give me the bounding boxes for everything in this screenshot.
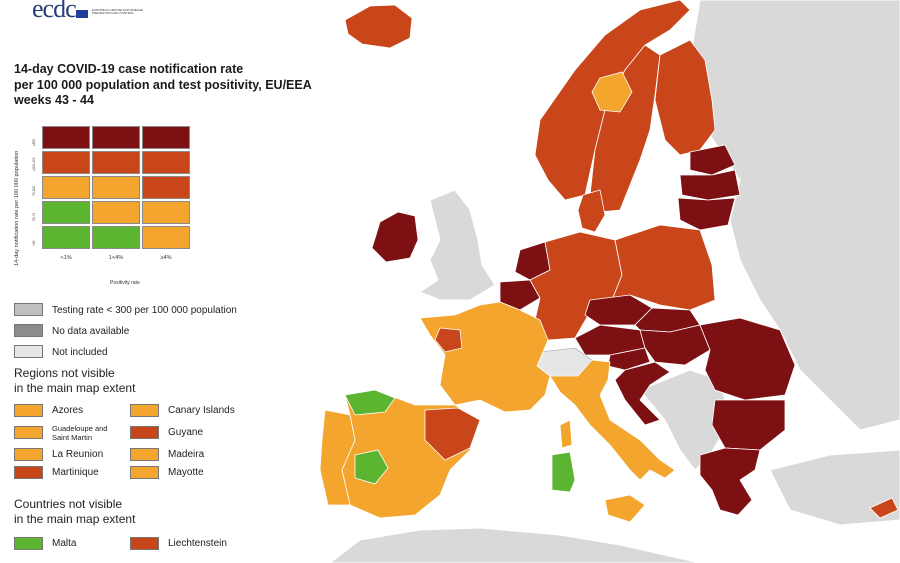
legend-swatch — [130, 404, 159, 417]
matrix-cell — [92, 176, 140, 199]
matrix-row-label: <50 — [32, 240, 36, 246]
region-cyprus — [869, 497, 899, 519]
region-sweden-north — [591, 71, 633, 113]
matrix-cell — [42, 201, 90, 224]
legend-swatch — [130, 426, 159, 439]
matrix-cell — [142, 201, 190, 224]
legend-entry-label: Liechtenstein — [168, 538, 227, 549]
matrix-cell — [92, 126, 140, 149]
legend-entry-label: Mayotte — [168, 467, 204, 478]
region-spain-galicia — [344, 389, 396, 416]
matrix-x-label: Positivity rate — [110, 280, 140, 286]
title-line-3: weeks 43 - 44 — [14, 93, 94, 107]
region-hungary — [639, 324, 711, 366]
region-denmark — [577, 189, 606, 233]
matrix-row-label: 75-200 — [32, 186, 36, 196]
region-portugal — [319, 409, 356, 506]
title-line-2: per 100 000 population and test positivi… — [14, 77, 312, 92]
region-lithuania — [677, 197, 736, 231]
title-line-1: 14-day COVID-19 case notification rate — [14, 62, 244, 76]
region-bulgaria — [711, 399, 786, 451]
swatch-not-included — [14, 345, 43, 358]
matrix-cell — [42, 226, 90, 249]
region-latvia — [679, 169, 741, 201]
legend-testing-label: Testing rate < 300 per 100 000 populatio… — [52, 305, 237, 316]
legend-entry-label: Guadeloupe and Saint Martin — [52, 424, 108, 442]
logo-org-name: EUROPEAN CENTRE FOR DISEASE PREVENTION A… — [92, 8, 144, 16]
matrix-col-label: ≥4% — [160, 255, 172, 261]
swatch-testing-low — [14, 303, 43, 316]
region-ireland — [371, 211, 419, 263]
matrix-cell — [142, 126, 190, 149]
matrix-cell — [42, 151, 90, 174]
matrix-col-label: 1<4% — [108, 255, 124, 261]
region-finland — [654, 39, 716, 156]
legend-swatch — [14, 426, 43, 439]
legend-entry-label: Madeira — [168, 449, 205, 460]
matrix-row-label: 50-74 — [32, 212, 36, 221]
region-croatia — [614, 361, 671, 426]
rate-positivity-matrix: 14-day notification rate per 100 000 pop… — [10, 118, 200, 293]
legend-entry-label: Canary Islands — [168, 405, 235, 416]
region-france-west — [434, 327, 463, 353]
land-turkey — [769, 449, 900, 526]
legend-swatch — [130, 448, 159, 461]
regions-header-1: Regions not visible — [14, 366, 115, 380]
region-romania — [699, 317, 796, 401]
land-uk — [418, 189, 496, 301]
legend-entry-label: Martinique — [52, 467, 99, 478]
legend-swatch — [130, 466, 159, 479]
matrix-cell — [142, 151, 190, 174]
eu-countries — [319, 0, 899, 523]
countries-header-1: Countries not visible — [14, 497, 123, 511]
region-corsica — [559, 419, 573, 449]
matrix-cell — [42, 126, 90, 149]
ecdc-logo: ecdc EUROPEAN CENTRE FOR DISEASE PREVENT… — [30, 0, 150, 28]
legend-swatch — [130, 537, 159, 550]
matrix-row-label: ≥500 — [32, 138, 36, 146]
matrix-cell — [92, 226, 140, 249]
region-estonia — [689, 144, 736, 176]
matrix-cell — [92, 151, 140, 174]
region-iceland — [344, 4, 413, 49]
map-title: 14-day COVID-19 case notification rate p… — [14, 62, 374, 109]
matrix-cell — [92, 201, 140, 224]
logo-wordmark: ecdc — [32, 0, 77, 23]
legend-swatch — [14, 404, 43, 417]
legend-swatch — [14, 537, 43, 550]
legend-entry-label: Azores — [52, 405, 84, 416]
matrix-cell — [42, 176, 90, 199]
region-italy — [549, 359, 676, 481]
swatch-no-data — [14, 324, 43, 337]
legend-no-data-label: No data available — [52, 326, 130, 337]
legend-entry-label: Malta — [52, 538, 77, 549]
region-spain-centre — [354, 449, 389, 485]
matrix-cell — [142, 176, 190, 199]
countries-header-2: in the main map extent — [14, 512, 136, 526]
legend-not-included-label: Not included — [52, 347, 108, 358]
legend-swatch — [14, 448, 43, 461]
regions-header-2: in the main map extent — [14, 381, 136, 395]
non-eu-land — [329, 0, 900, 563]
matrix-cell — [142, 226, 190, 249]
legend-entry-label: La Reunion — [52, 449, 104, 460]
region-france — [419, 301, 551, 413]
eu-flag-icon — [76, 10, 88, 18]
legend-entry-label: Guyane — [168, 427, 204, 438]
matrix-y-label: 14-day notification rate per 100 000 pop… — [14, 150, 20, 266]
region-spain-east — [424, 407, 481, 461]
land-africa — [329, 527, 701, 563]
matrix-row-label: ≥200-499 — [32, 157, 36, 171]
region-sardinia — [551, 451, 576, 493]
legend-swatch — [14, 466, 43, 479]
region-greece — [699, 447, 761, 516]
matrix-col-label: <1% — [60, 255, 72, 261]
region-sicily — [604, 494, 646, 523]
region-belgium — [499, 279, 541, 311]
